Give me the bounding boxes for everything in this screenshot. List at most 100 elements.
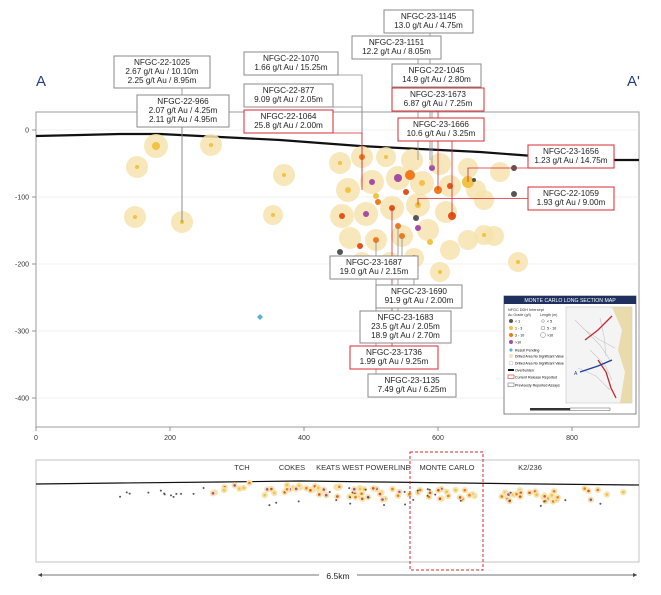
overview-dot [583, 487, 586, 490]
intercept-dot [482, 233, 486, 237]
monte-carlo-highlight [409, 451, 484, 571]
legend-grade-item: >10 [515, 341, 521, 345]
overview-nsv-dot [428, 488, 431, 491]
overview-dot [589, 498, 593, 502]
overview-nsv-dot [509, 491, 512, 494]
y-tick-label: 0 [25, 128, 29, 135]
intercept-halo [458, 230, 478, 250]
callout-box [367, 373, 457, 398]
overview-nsv-dot [543, 500, 546, 503]
overview-nsv-dot [351, 491, 354, 494]
overview-intercepts [119, 479, 627, 507]
overview-dot [428, 491, 432, 495]
callout-line: NFGC-22-1070 [263, 54, 319, 63]
callout-box [349, 345, 439, 370]
overview-nsv-dot [119, 495, 122, 498]
overview-dot [396, 494, 400, 497]
callout-line: 12.2 g/t Au / 8.05m [362, 47, 431, 56]
intercept-dot [363, 211, 369, 217]
overview-dot [515, 492, 518, 496]
callout-box [113, 55, 211, 89]
callout-line: 25.8 g/t Au / 2.00m [254, 121, 323, 130]
callout-box [527, 186, 615, 211]
overview-nsv-dot [539, 504, 542, 507]
legend-grade-swatch [509, 326, 513, 330]
overview-nsv-dot [180, 492, 183, 495]
x-axis: 0 200 400 600 800 [34, 427, 578, 442]
callout-box [243, 51, 339, 76]
callout-line: 2.11 g/t Au / 4.95m [149, 115, 217, 124]
overview-nsv-dot [175, 492, 178, 495]
intercept-dot [152, 142, 160, 150]
overview-dot [297, 484, 301, 487]
overview-dot [500, 495, 504, 498]
callout-box [136, 94, 230, 128]
overview-dot [556, 496, 559, 499]
callout-line: 1.23 g/t Au / 14.75m [534, 156, 607, 165]
callout-line: NFGC-23-1690 [391, 287, 447, 296]
intercept-dot [447, 183, 453, 189]
overview-dot [543, 495, 546, 498]
intercept-dot [209, 143, 213, 147]
overview-dot [336, 495, 339, 498]
overview-dot [360, 497, 364, 501]
legend-title: MONTE CARLO LONG SECTION MAP [524, 298, 616, 304]
legend-grade-swatch [509, 333, 513, 337]
overview-nsv-dot [348, 487, 351, 490]
callout-line: 14.9 g/t Au / 2.80m [402, 75, 471, 84]
legend-other-item: Drilled Area No Significant Value [515, 355, 564, 359]
overview-dot [596, 488, 600, 492]
callout-line: NFGC-23-1656 [543, 147, 599, 156]
callout-line: NFGC-23-1135 [384, 376, 440, 385]
legend-length-item: >10 [547, 334, 553, 338]
intercept-dot [271, 213, 275, 217]
legend-panel: MONTE CARLO LONG SECTION MAP NFGC DDH In… [503, 295, 637, 415]
callout-leader [333, 132, 363, 190]
callout-line: 2.67 g/t Au / 10.10m [125, 67, 198, 76]
callout-line: 18.9 g/t Au / 2.70m [371, 331, 440, 340]
overview-dot [371, 487, 375, 490]
legend-length-item: < 5 [547, 320, 552, 324]
x-tick-label: 200 [164, 435, 176, 442]
overview-dot [507, 493, 510, 496]
overview-dot [468, 493, 471, 497]
callout-line: 1.66 g/t Au / 15.25m [254, 63, 327, 72]
inset-land-shading [612, 307, 632, 403]
overview-nsv-dot [349, 502, 352, 505]
intercept-dot [133, 215, 137, 219]
callout-leader [467, 167, 528, 182]
intercept-dot [338, 161, 342, 165]
x-tick-label: 600 [432, 435, 444, 442]
overview-nsv-dot [268, 504, 271, 507]
intercept-halo [490, 162, 510, 182]
callout-line: 13.0 g/t Au / 4.75m [394, 21, 463, 30]
legend-grade-header: Au Grade (g/t) [508, 313, 531, 317]
overview-dot [324, 493, 328, 497]
intercept-dot [373, 193, 379, 199]
intercept-dot [394, 174, 402, 182]
inset-red-trend [597, 359, 617, 399]
y-tick-label: -100 [15, 195, 29, 202]
overview-dot [222, 488, 226, 492]
legend-grade-swatch [509, 340, 513, 344]
callout-line: NFGC-22-877 [263, 86, 315, 95]
overview-dot [248, 481, 251, 485]
overview-dot [265, 488, 269, 491]
overview-dot [285, 487, 289, 491]
overview-dot [360, 492, 363, 496]
legend-length-swatch [540, 325, 546, 331]
overview-dot [337, 485, 341, 489]
overview-dot [309, 489, 312, 492]
intercept-dot [384, 155, 388, 159]
overview-dot [242, 486, 245, 490]
legend-previous-swatch [507, 382, 515, 387]
intercept-dot [369, 179, 375, 185]
legend-other-item: Current Release Reported [515, 376, 557, 380]
